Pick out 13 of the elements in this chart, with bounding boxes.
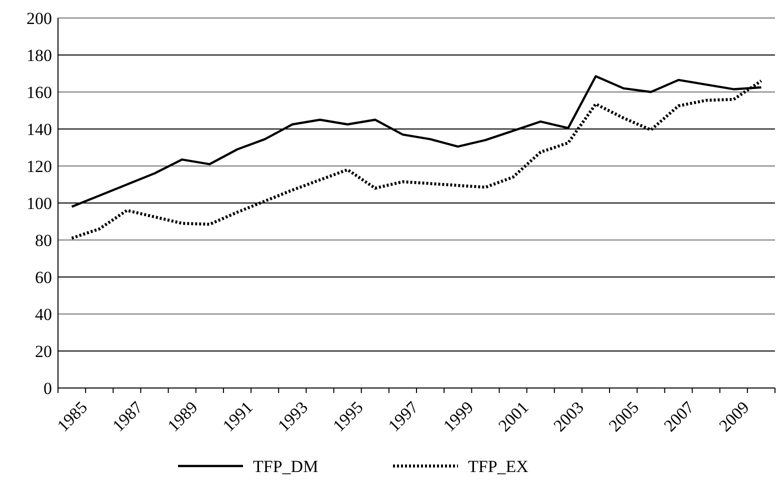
y-tick-label: 0 [44, 378, 52, 398]
y-tick-label: 60 [35, 268, 52, 287]
y-tick-label: 200 [26, 8, 52, 28]
y-tick-label: 20 [35, 342, 52, 361]
legend-label: TFP_DM [253, 456, 318, 476]
y-tick-label: 100 [26, 194, 52, 213]
y-tick-label: 120 [26, 156, 52, 176]
y-tick-label: 180 [26, 46, 52, 65]
y-tick-label: 40 [35, 304, 52, 324]
y-tick-label: 140 [26, 120, 52, 139]
legend-label: TFP_EX [468, 456, 528, 476]
y-tick-label: 160 [26, 82, 52, 102]
y-tick-label: 80 [35, 230, 52, 250]
